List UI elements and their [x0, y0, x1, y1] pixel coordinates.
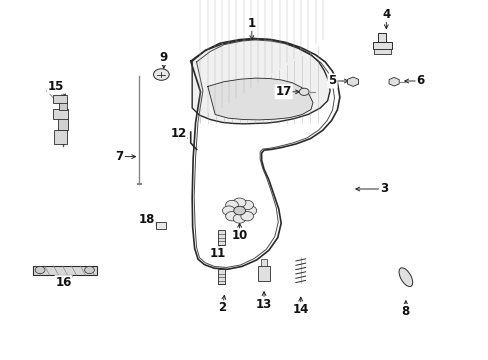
Bar — [59, 101, 67, 110]
Bar — [373, 49, 390, 54]
Bar — [258, 266, 269, 281]
Circle shape — [244, 206, 256, 215]
Bar — [54, 130, 67, 144]
Text: 7: 7 — [116, 150, 123, 163]
Text: 16: 16 — [55, 276, 72, 289]
Text: 8: 8 — [401, 305, 409, 318]
Text: 2: 2 — [218, 301, 226, 314]
Text: 1: 1 — [247, 17, 255, 30]
Text: 9: 9 — [160, 51, 167, 64]
Circle shape — [153, 69, 169, 80]
Circle shape — [241, 200, 253, 210]
Text: 3: 3 — [379, 183, 387, 195]
Text: 12: 12 — [170, 127, 186, 140]
Text: 14: 14 — [292, 303, 308, 316]
Bar — [378, 33, 386, 42]
Bar — [261, 259, 266, 266]
Circle shape — [35, 266, 45, 274]
Text: 4: 4 — [382, 8, 389, 21]
Circle shape — [225, 212, 238, 221]
Circle shape — [225, 200, 238, 210]
Bar — [33, 266, 97, 275]
Text: 10: 10 — [231, 229, 247, 242]
Circle shape — [222, 206, 235, 215]
Circle shape — [84, 266, 94, 274]
Text: 17: 17 — [275, 85, 291, 98]
Circle shape — [299, 88, 308, 95]
Polygon shape — [388, 77, 398, 86]
Text: 13: 13 — [255, 298, 272, 311]
Ellipse shape — [398, 268, 412, 287]
Bar — [218, 230, 224, 245]
Text: 5: 5 — [328, 75, 336, 87]
Circle shape — [233, 198, 245, 207]
Circle shape — [241, 212, 253, 221]
Bar — [53, 95, 67, 103]
Bar — [372, 42, 391, 49]
Text: 6: 6 — [416, 75, 424, 87]
Polygon shape — [192, 39, 329, 124]
Text: 15: 15 — [48, 80, 64, 93]
Circle shape — [233, 214, 245, 223]
Circle shape — [233, 206, 245, 215]
Polygon shape — [207, 78, 312, 120]
Polygon shape — [347, 77, 358, 86]
Bar — [53, 109, 68, 119]
Bar — [58, 118, 68, 130]
Bar — [218, 269, 224, 284]
Bar — [155, 222, 166, 229]
Text: 18: 18 — [138, 213, 155, 226]
Text: 11: 11 — [209, 247, 225, 260]
